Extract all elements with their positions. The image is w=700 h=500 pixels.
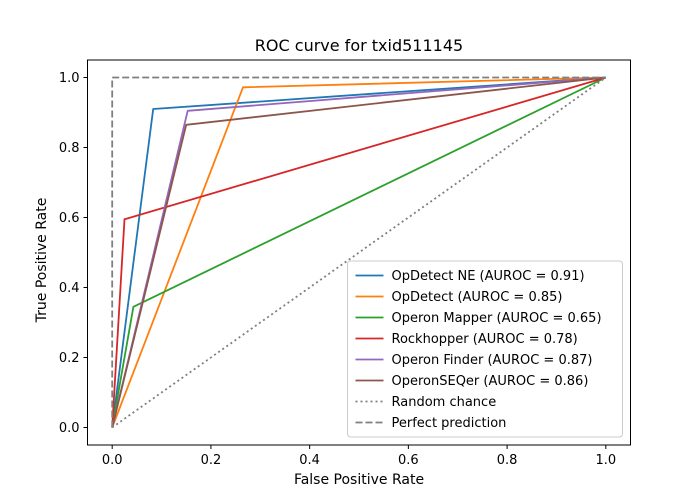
legend-entry-label: OpDetect NE (AUROC = 0.91) [392, 269, 585, 284]
legend-entry-label: OpDetect (AUROC = 0.85) [392, 290, 563, 305]
y-tick-label: 0.8 [59, 141, 80, 156]
series-line-random-chance [111, 76, 607, 429]
legend-entry-label: Operon Mapper (AUROC = 0.65) [392, 311, 602, 326]
series-line-rockhopper-auroc-0-78 [111, 76, 607, 428]
y-tick-label: 1.0 [59, 71, 80, 86]
plot-frame [87, 59, 631, 446]
legend-entry-label: Rockhopper (AUROC = 0.78) [392, 332, 578, 347]
y-axis: 0.0 0.2 0.4 0.6 0.8 1.0 [59, 71, 88, 436]
x-tick-label: 0.8 [497, 453, 518, 468]
legend-entry-label: Perfect prediction [392, 416, 507, 431]
series-line-operonseqer-auroc-0-86 [111, 76, 606, 428]
legend: OpDetect NE (AUROC = 0.91) OpDetect (AURO… [347, 260, 623, 438]
series-line-perfect-prediction [111, 76, 606, 428]
x-tick-label: 0.6 [398, 453, 419, 468]
y-tick-label: 0.0 [59, 421, 80, 436]
x-axis-label: False Positive Rate [294, 472, 424, 488]
y-tick-label: 0.4 [59, 281, 80, 296]
x-axis: 0.0 0.2 0.4 0.6 0.8 1.0 [102, 445, 616, 468]
x-tick-label: 0.0 [102, 453, 123, 468]
chart-title: ROC curve for txid511145 [255, 36, 463, 55]
series-line-opdetect-auroc-0-85 [111, 76, 606, 428]
series-layer [111, 76, 607, 429]
legend-entry-label: Random chance [392, 395, 497, 410]
y-axis-label: True Positive Rate [34, 198, 50, 324]
legend-entry-label: Operon Finder (AUROC = 0.87) [392, 353, 593, 368]
y-tick-label: 0.6 [59, 211, 80, 226]
x-tick-label: 0.2 [201, 453, 222, 468]
legend-box [347, 260, 623, 438]
y-tick-label: 0.2 [59, 351, 80, 366]
x-tick-label: 0.4 [299, 453, 320, 468]
series-line-opdetect-ne-auroc-0-91 [111, 76, 606, 428]
x-tick-label: 1.0 [595, 453, 616, 468]
series-line-operon-mapper-auroc-0-65 [111, 76, 607, 428]
legend-entry-label: OperonSEQer (AUROC = 0.86) [392, 374, 589, 389]
